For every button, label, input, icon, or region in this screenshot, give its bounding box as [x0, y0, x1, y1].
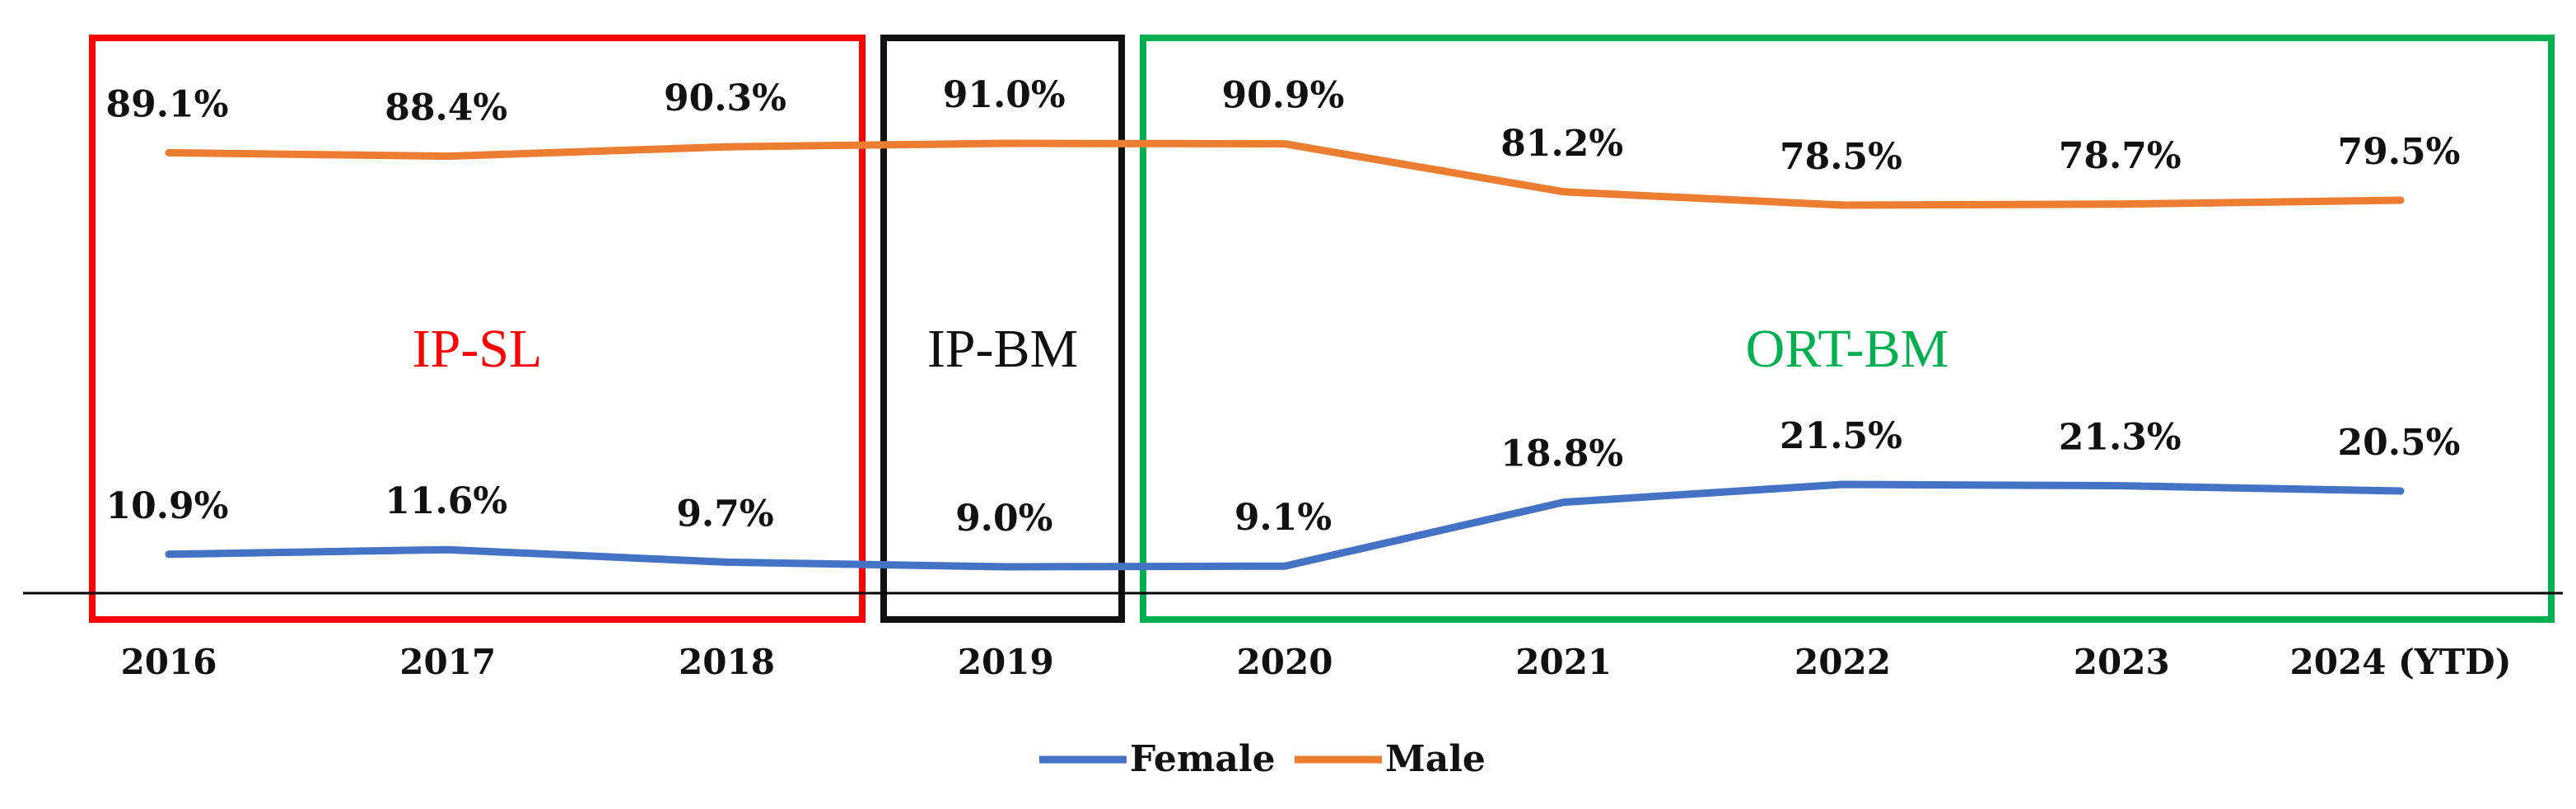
data-label-female-7: 21.3% [2059, 417, 2182, 459]
region-boxes: IP-SL IP-BM ORT-BM [89, 35, 2555, 623]
data-label-male-7: 78.7% [2059, 135, 2182, 177]
series-lines [165, 139, 2405, 571]
x-tick-label-0: 2016 [121, 642, 217, 682]
data-labels: 10.9% 11.6% 9.7% 9.0% 9.1% 18.8% 21.5% 21.3% 20.… [106, 74, 2461, 540]
x-tick-label-7: 2023 [2074, 642, 2170, 682]
x-tick-label-4: 2020 [1237, 642, 1333, 682]
x-tick-label-3: 2019 [958, 642, 1054, 682]
x-tick-label-1: 2017 [399, 642, 496, 682]
region-label-ip-sl: IP-SL [413, 319, 543, 379]
data-label-male-2: 90.3% [664, 77, 786, 119]
data-label-female-3: 9.0% [955, 498, 1052, 540]
x-tick-label-6: 2022 [1794, 642, 1891, 682]
data-label-female-0: 10.9% [106, 485, 229, 527]
data-label-female-1: 11.6% [385, 480, 507, 522]
data-label-female-5: 18.8% [1500, 433, 1623, 475]
data-label-female-6: 21.5% [1780, 415, 1902, 457]
data-label-male-3: 91.0% [943, 74, 1066, 116]
data-label-male-0: 89.1% [106, 83, 229, 125]
legend: Female Male [1039, 738, 1486, 780]
region-box-ip-bm [880, 35, 1125, 623]
x-tick-label-2: 2018 [679, 642, 775, 682]
legend-label-female: Female [1130, 738, 1276, 780]
data-label-male-1: 88.4% [385, 87, 507, 129]
x-tick-label-8: 2024 (YTD) [2290, 642, 2512, 682]
region-box-ort-bm [1140, 35, 2555, 623]
data-label-female-2: 9.7% [676, 493, 773, 535]
data-label-female-4: 9.1% [1234, 497, 1332, 539]
region-box-ip-sl [89, 35, 866, 623]
data-label-male-4: 90.9% [1222, 75, 1345, 117]
region-label-ip-bm: IP-BM [927, 319, 1078, 379]
data-label-female-8: 20.5% [2338, 422, 2461, 464]
data-label-male-5: 81.2% [1500, 123, 1623, 165]
data-label-male-6: 78.5% [1780, 136, 1902, 178]
data-label-male-8: 79.5% [2338, 131, 2461, 173]
x-tick-label-5: 2021 [1515, 642, 1612, 682]
x-tick-labels: 2016 2017 2018 2019 2020 2021 2022 2023 2024 (YT… [121, 642, 2512, 682]
region-label-ort-bm: ORT-BM [1746, 319, 1949, 379]
legend-label-male: Male [1385, 738, 1486, 780]
